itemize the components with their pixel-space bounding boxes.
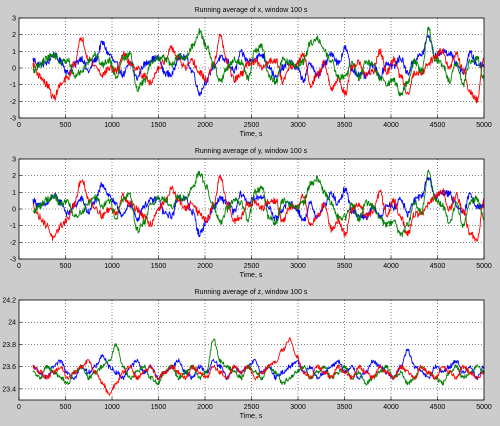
x-tick-label: 3000 (290, 122, 306, 129)
x-tick-label: 1000 (104, 122, 120, 129)
x-tick-label: 500 (60, 404, 72, 411)
y-tick-label: -3 (10, 257, 16, 264)
x-tick-label: 4000 (383, 122, 399, 129)
y-tick-label: -1 (10, 223, 16, 230)
x-tick-label: 1000 (104, 263, 120, 270)
subplot-title: Running average of y, window 100 s (195, 148, 308, 155)
x-tick-label: 1000 (104, 404, 120, 411)
y-tick-label: 1 (12, 49, 16, 56)
x-tick-label: 500 (60, 122, 72, 129)
series-line (32, 26, 485, 97)
y-tick-label: -2 (10, 99, 16, 106)
series-line (32, 174, 485, 242)
y-tick-label: -2 (10, 240, 16, 247)
series-lines (32, 26, 485, 104)
y-tick-label: -1 (10, 82, 16, 89)
y-tick-label: 0 (12, 66, 16, 73)
grid-lines (18, 299, 485, 400)
x-tick-label: 2500 (244, 404, 260, 411)
x-tick-label: 500 (60, 263, 72, 270)
y-tick-labels: 23.4 23.6 23.8 24 24.2 (2, 298, 16, 394)
y-tick-labels: -3 -2 -1 0 1 2 3 (10, 16, 16, 123)
series-line (32, 176, 485, 238)
x-tick-label: 4500 (430, 404, 446, 411)
y-tick-labels: -3 -2 -1 0 1 2 3 (10, 157, 16, 264)
x-tick-label: 4000 (383, 404, 399, 411)
x-tick-labels: 0 500 1000 1500 2000 2500 3000 3500 4000 4500 5000 (17, 404, 492, 411)
x-tick-labels: 0 500 1000 1500 2000 2500 3000 3500 4000 4500 5000 (17, 122, 492, 129)
x-tick-label: 2000 (197, 122, 213, 129)
x-tick-label: 4500 (430, 263, 446, 270)
x-tick-label: 1500 (151, 122, 167, 129)
plot-frame (18, 158, 485, 260)
x-tick-label: 2000 (197, 404, 213, 411)
series-line (32, 169, 485, 238)
x-tick-label: 0 (17, 122, 21, 129)
series-line (32, 34, 485, 97)
x-axis-label: Time, s (240, 272, 263, 279)
x-tick-label: 3500 (337, 122, 353, 129)
y-tick-label: 2 (12, 32, 16, 39)
y-tick-label: 3 (12, 157, 16, 164)
x-tick-label: 1500 (151, 263, 167, 270)
x-tick-label: 2000 (197, 263, 213, 270)
subplot-x: Running average of x, window 100 s 0 500 1… (10, 7, 492, 138)
series-lines (32, 169, 485, 242)
series-line (32, 338, 485, 386)
y-tick-label: 23.8 (2, 342, 16, 349)
plot-frame (18, 299, 485, 401)
subplot-z: Running average of z, window 100 s 0 500 1… (2, 289, 492, 420)
plot-frame (18, 17, 485, 119)
y-tick-label: 23.4 (2, 386, 16, 393)
y-tick-label: 2 (12, 173, 16, 180)
y-tick-label: 3 (12, 16, 16, 23)
x-axis-label: Time, s (240, 413, 263, 420)
x-tick-label: 2500 (244, 122, 260, 129)
x-tick-label: 3500 (337, 263, 353, 270)
x-tick-label: 1500 (151, 404, 167, 411)
x-tick-label: 3000 (290, 263, 306, 270)
x-tick-label: 5000 (476, 122, 492, 129)
x-tick-label: 3000 (290, 404, 306, 411)
x-tick-label: 0 (17, 404, 21, 411)
x-tick-label: 4000 (383, 263, 399, 270)
y-tick-label: 24.2 (2, 298, 16, 305)
y-tick-label: 23.6 (2, 364, 16, 371)
x-tick-labels: 0 500 1000 1500 2000 2500 3000 3500 4000 4500 5000 (17, 263, 492, 270)
y-tick-label: -3 (10, 116, 16, 123)
x-tick-label: 4500 (430, 122, 446, 129)
series-line (32, 337, 485, 396)
y-tick-label: 1 (12, 190, 16, 197)
y-tick-label: 0 (12, 207, 16, 214)
x-tick-label: 3500 (337, 404, 353, 411)
subplot-title: Running average of z, window 100 s (195, 289, 308, 296)
subplot-y: Running average of y, window 100 s 0 500 1… (10, 148, 492, 279)
x-tick-label: 5000 (476, 263, 492, 270)
series-lines (32, 337, 485, 396)
x-tick-label: 2500 (244, 263, 260, 270)
subplot-title: Running average of x, window 100 s (195, 7, 308, 14)
x-axis-label: Time, s (240, 131, 263, 138)
series-line (32, 348, 485, 381)
y-tick-label: 24 (8, 320, 16, 327)
series-line (32, 33, 485, 104)
x-tick-label: 5000 (476, 404, 492, 411)
x-tick-label: 0 (17, 263, 21, 270)
